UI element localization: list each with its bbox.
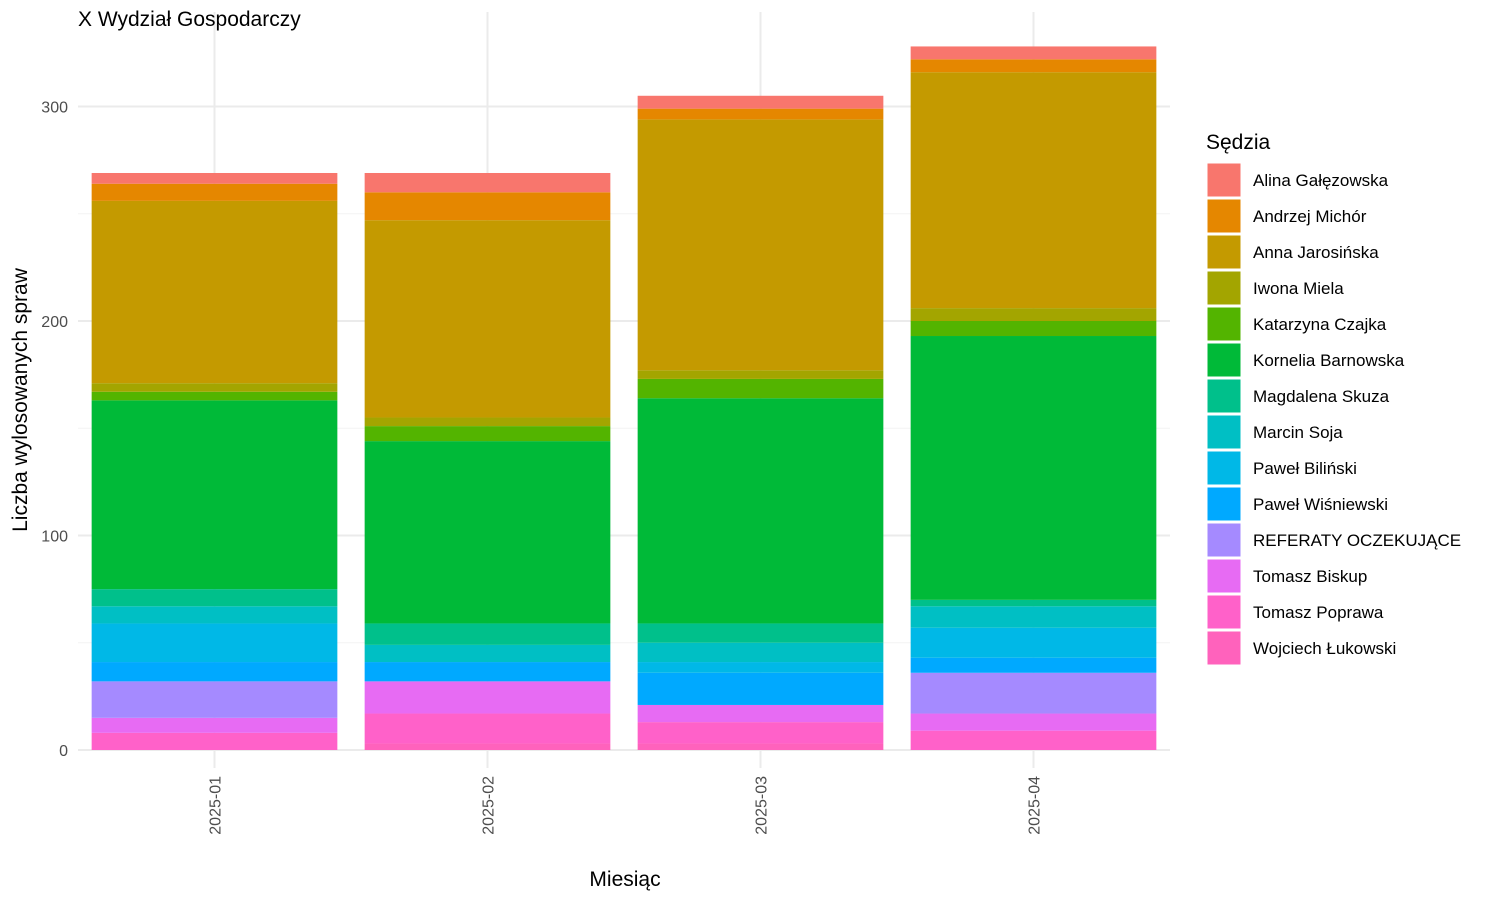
x-axis-ticks: 2025-01 2025-02 2025-03 2025-04: [208, 776, 1044, 835]
bar-segment: [364, 713, 611, 744]
bar-segment: [91, 383, 338, 392]
bar-segment: [91, 717, 338, 733]
bar-segment: [637, 623, 884, 643]
bar-segment: [91, 662, 338, 682]
bar-segment: [91, 589, 338, 607]
bar-segment: [364, 220, 611, 418]
bar-segment: [364, 662, 611, 682]
bar-segment: [364, 417, 611, 427]
bar-segment: [637, 743, 884, 750]
legend-swatch: [1206, 306, 1242, 342]
legend-label: Magdalena Skuza: [1253, 387, 1390, 406]
bar-segment: [910, 46, 1157, 60]
bar-segment: [910, 730, 1157, 750]
y-tick-label: 200: [41, 314, 68, 331]
bar-segment: [910, 599, 1157, 607]
bar-segment: [910, 672, 1157, 714]
y-axis-ticks: 0 100 200 300: [41, 100, 68, 761]
bar-segment: [637, 642, 884, 663]
bar-segment: [91, 400, 338, 590]
bar-segment: [910, 72, 1157, 309]
legend-label: Alina Gałęzowska: [1253, 171, 1389, 190]
bar-segment: [364, 441, 611, 624]
legend-label: REFERATY OCZEKUJĄCE: [1253, 531, 1461, 550]
bar-segment: [364, 172, 611, 193]
legend-swatch: [1206, 198, 1242, 234]
x-tick-label: 2025-01: [208, 776, 225, 835]
legend-swatch: [1206, 486, 1242, 522]
legend-label: Paweł Biliński: [1253, 459, 1357, 478]
legend-label: Andrzej Michór: [1253, 207, 1367, 226]
bar-segment: [91, 606, 338, 624]
chart-title: X Wydział Gospodarczy: [78, 8, 301, 31]
x-axis-title: Miesiąc: [589, 868, 660, 891]
legend-swatch: [1206, 270, 1242, 306]
legend-label: Paweł Wiśniewski: [1253, 495, 1388, 514]
legend-items: Alina Gałęzowska Andrzej Michór Anna Jaros…: [1206, 162, 1461, 666]
legend-label: Anna Jarosińska: [1253, 243, 1379, 262]
legend-swatch: [1206, 378, 1242, 414]
bar-segment: [910, 321, 1157, 337]
x-tick-label: 2025-02: [481, 776, 498, 835]
bar-segment: [637, 398, 884, 624]
legend-label: Iwona Miela: [1253, 279, 1344, 298]
x-tick-label: 2025-03: [754, 776, 771, 835]
x-tick-label: 2025-04: [1027, 776, 1044, 835]
y-tick-label: 0: [59, 743, 68, 760]
y-tick-label: 300: [41, 100, 68, 117]
legend-swatch: [1206, 450, 1242, 486]
bar-segment: [910, 657, 1157, 673]
bar-segment: [910, 627, 1157, 658]
legend-swatch: [1206, 234, 1242, 270]
bar-segment: [910, 59, 1157, 73]
y-tick-label: 100: [41, 529, 68, 546]
bar-segment: [910, 336, 1157, 600]
legend: Sędzia Alina Gałęzowska Andrzej Michór Ann…: [1206, 131, 1461, 666]
legend-swatch: [1206, 342, 1242, 378]
bar-segment: [637, 108, 884, 120]
legend-swatch: [1206, 594, 1242, 630]
bar-segment: [637, 95, 884, 109]
legend-swatch: [1206, 630, 1242, 666]
bar-segment: [637, 722, 884, 744]
bar-segment: [91, 623, 338, 663]
legend-swatch: [1206, 414, 1242, 450]
legend-swatch: [1206, 522, 1242, 558]
bar-segment: [364, 743, 611, 750]
bar-segment: [910, 308, 1157, 321]
bar-segment: [910, 606, 1157, 628]
bar-segment: [91, 732, 338, 750]
legend-title: Sędzia: [1206, 131, 1271, 154]
bar-segment: [910, 713, 1157, 731]
bar-segment: [637, 672, 884, 705]
bar-segment: [364, 192, 611, 221]
bar-segment: [91, 183, 338, 201]
bar-segment: [91, 200, 338, 384]
bar-segment: [91, 172, 338, 184]
bar-segment: [91, 681, 338, 718]
legend-label: Kornelia Barnowska: [1253, 351, 1405, 370]
bars: [91, 46, 1157, 750]
legend-label: Tomasz Poprawa: [1253, 603, 1384, 622]
legend-swatch: [1206, 558, 1242, 594]
bar-segment: [637, 370, 884, 379]
bar-segment: [364, 623, 611, 645]
bar-segment: [364, 426, 611, 442]
bar-segment: [364, 681, 611, 714]
legend-label: Tomasz Biskup: [1253, 567, 1367, 586]
legend-label: Marcin Soja: [1253, 423, 1343, 442]
bar-segment: [637, 704, 884, 723]
y-axis-title: Liczba wylosowanych spraw: [9, 267, 32, 532]
legend-label: Katarzyna Czajka: [1253, 315, 1387, 334]
legend-label: Wojciech Łukowski: [1253, 639, 1396, 658]
bar-segment: [637, 378, 884, 399]
bar-segment: [364, 644, 611, 663]
bar-segment: [637, 662, 884, 673]
legend-swatch: [1206, 162, 1242, 198]
bar-segment: [637, 119, 884, 371]
bar-segment: [91, 391, 338, 401]
